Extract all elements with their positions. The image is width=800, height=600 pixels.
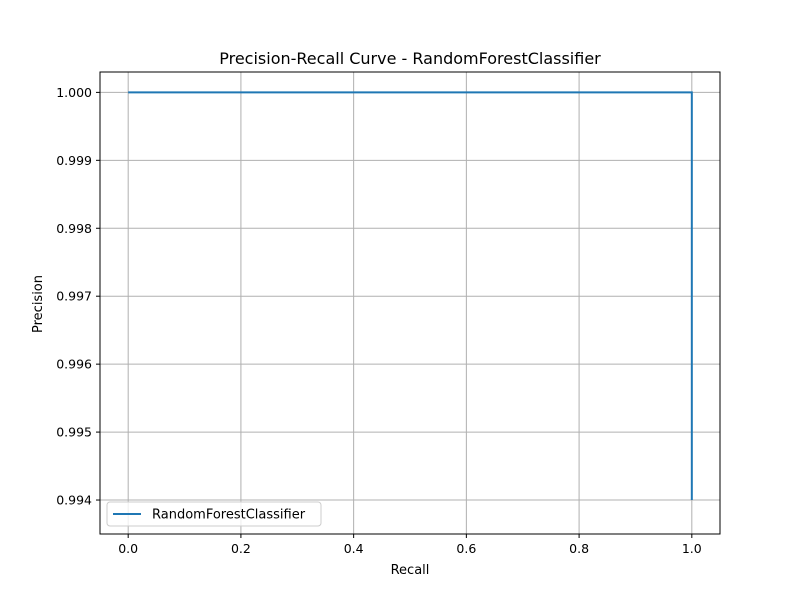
x-tick-label: 0.6 bbox=[456, 541, 476, 556]
x-axis-label: Recall bbox=[391, 563, 430, 578]
y-tick-label: 0.995 bbox=[56, 425, 92, 440]
x-axis-ticks: 0.0 0.2 0.4 0.6 0.8 1.0 bbox=[118, 534, 702, 556]
plot-frame bbox=[99, 71, 721, 535]
y-tick-label: 1.000 bbox=[56, 85, 92, 100]
y-tick-label: 0.996 bbox=[56, 357, 92, 372]
series-line bbox=[128, 91, 693, 501]
x-tick-label: 0.8 bbox=[569, 541, 589, 556]
y-tick-label: 0.997 bbox=[56, 289, 92, 304]
y-tick-label: 0.999 bbox=[56, 153, 92, 168]
legend-label: RandomForestClassifier bbox=[152, 508, 306, 523]
y-axis-ticks: 0.994 0.995 0.996 0.997 0.998 0.999 1.000 bbox=[56, 85, 100, 508]
chart-title: Precision-Recall Curve - RandomForestCla… bbox=[219, 49, 601, 68]
x-tick-label: 0.4 bbox=[344, 541, 364, 556]
series-layer bbox=[128, 91, 693, 501]
x-tick-label: 0.0 bbox=[118, 541, 138, 556]
x-tick-label: 0.2 bbox=[231, 541, 251, 556]
legend-box bbox=[106, 501, 322, 527]
y-axis-label: Precision bbox=[31, 275, 46, 333]
y-tick-label: 0.998 bbox=[56, 221, 92, 236]
y-tick-label: 0.994 bbox=[56, 493, 92, 508]
x-tick-label: 1.0 bbox=[682, 541, 702, 556]
legend: RandomForestClassifier bbox=[106, 501, 322, 527]
grid bbox=[100, 72, 720, 534]
